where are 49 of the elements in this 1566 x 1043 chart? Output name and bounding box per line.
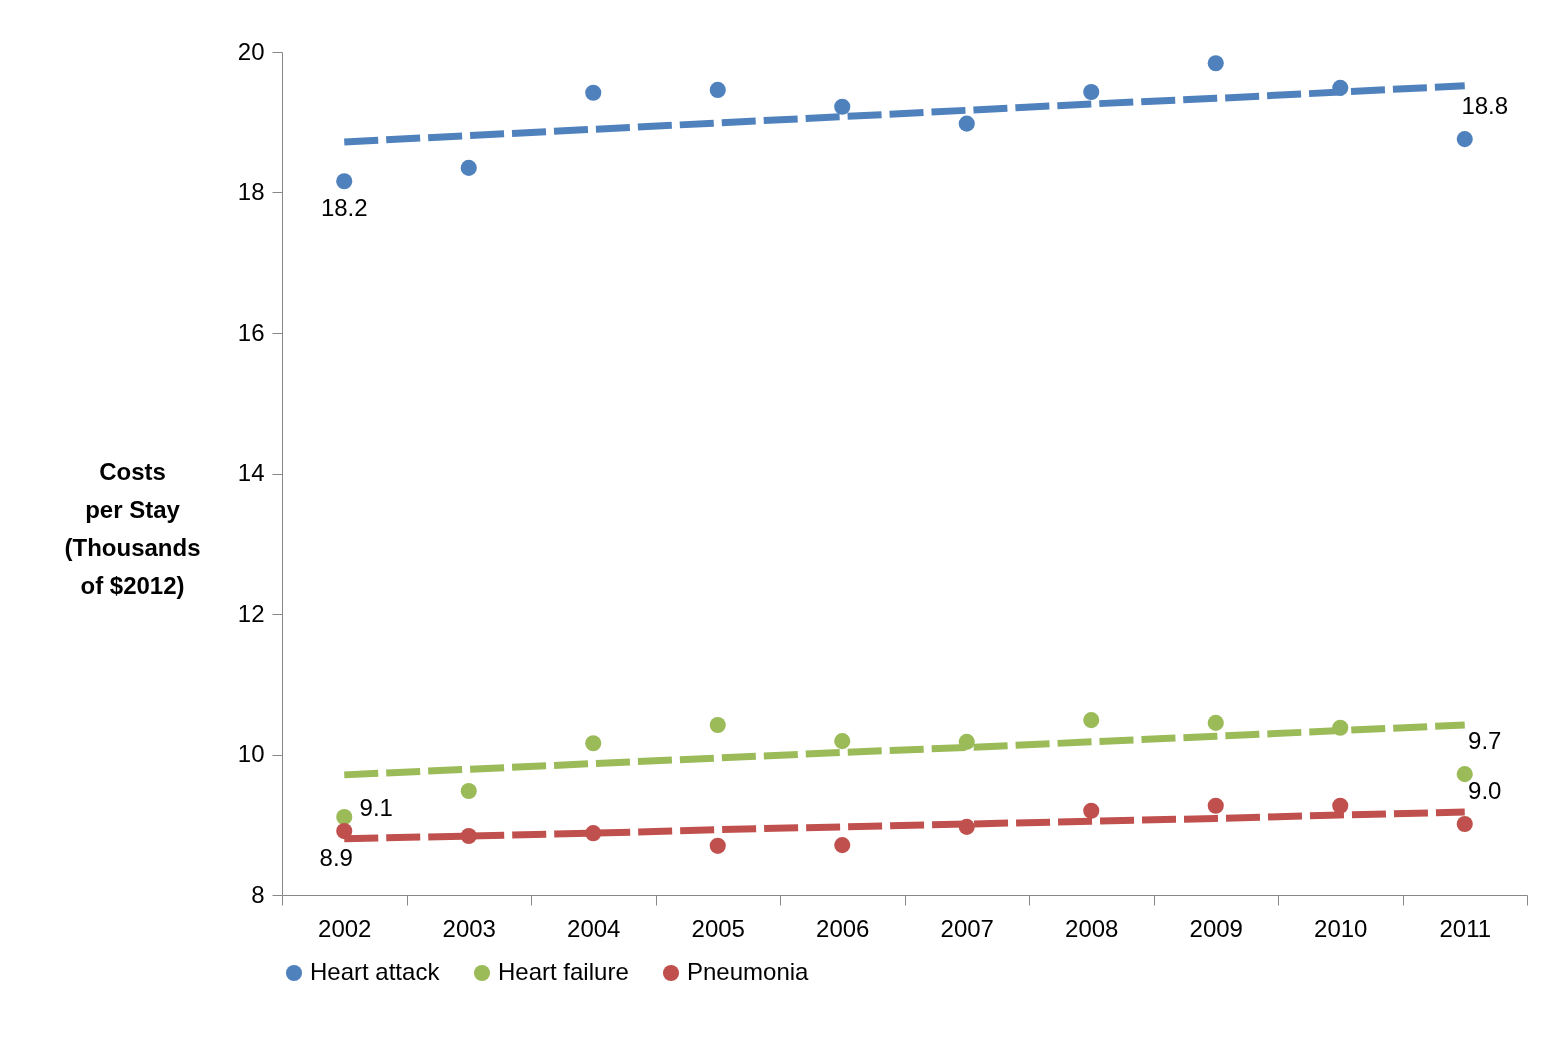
point [709, 716, 726, 734]
x-tick-label: 2005 [691, 914, 745, 942]
y-tick-label: 12 [237, 599, 265, 627]
y-tick-label: 8 [251, 880, 265, 908]
point [585, 84, 602, 101]
x-tick-label: 2011 [1439, 914, 1492, 942]
point [1456, 131, 1473, 148]
point [585, 735, 602, 752]
data-label: 9.0 [1468, 777, 1502, 805]
x-tick-label: 2010 [1314, 914, 1368, 942]
x-tick-label: 2009 [1189, 914, 1243, 942]
point [1083, 712, 1100, 729]
y-tick-label: 10 [237, 740, 265, 767]
data-label: 18.2 [320, 194, 368, 222]
y-tick-label: 14 [237, 459, 265, 486]
x-tick-label: 2007 [940, 914, 994, 942]
data-label: 18.8 [1461, 92, 1509, 120]
point [336, 808, 353, 826]
point [709, 81, 726, 98]
legend-label: Pneumonia [687, 958, 810, 985]
point [1207, 55, 1224, 72]
point [1083, 802, 1100, 819]
point [834, 733, 851, 750]
data-label: 9.1 [359, 794, 393, 822]
legend-label: Heart failure [498, 958, 629, 985]
point [834, 98, 851, 115]
data-label: 8.9 [319, 844, 353, 872]
y-tick-label: 18 [237, 178, 265, 205]
x-tick-label: 2003 [442, 914, 496, 942]
y-axis-title: Costs per Stay (Thousands of $2012) [64, 457, 201, 599]
point [460, 159, 477, 176]
point [1456, 766, 1473, 783]
x-tick-label: 2004 [567, 914, 621, 942]
point [1456, 816, 1473, 833]
point [336, 173, 353, 190]
point [958, 115, 975, 132]
point [709, 837, 726, 854]
x-tick-label: 2008 [1065, 914, 1119, 942]
legend-label: Heart attack [310, 958, 441, 985]
y-tick-label: 16 [237, 318, 265, 346]
data-label: 9.7 [1468, 727, 1502, 755]
point [834, 837, 851, 854]
y-tick-label: 20 [237, 37, 265, 65]
point [1207, 714, 1224, 731]
x-tick-label: 2002 [318, 914, 372, 942]
x-tick-label: 2006 [816, 914, 870, 942]
point [1083, 84, 1100, 101]
point [460, 782, 477, 800]
point [1207, 797, 1224, 814]
